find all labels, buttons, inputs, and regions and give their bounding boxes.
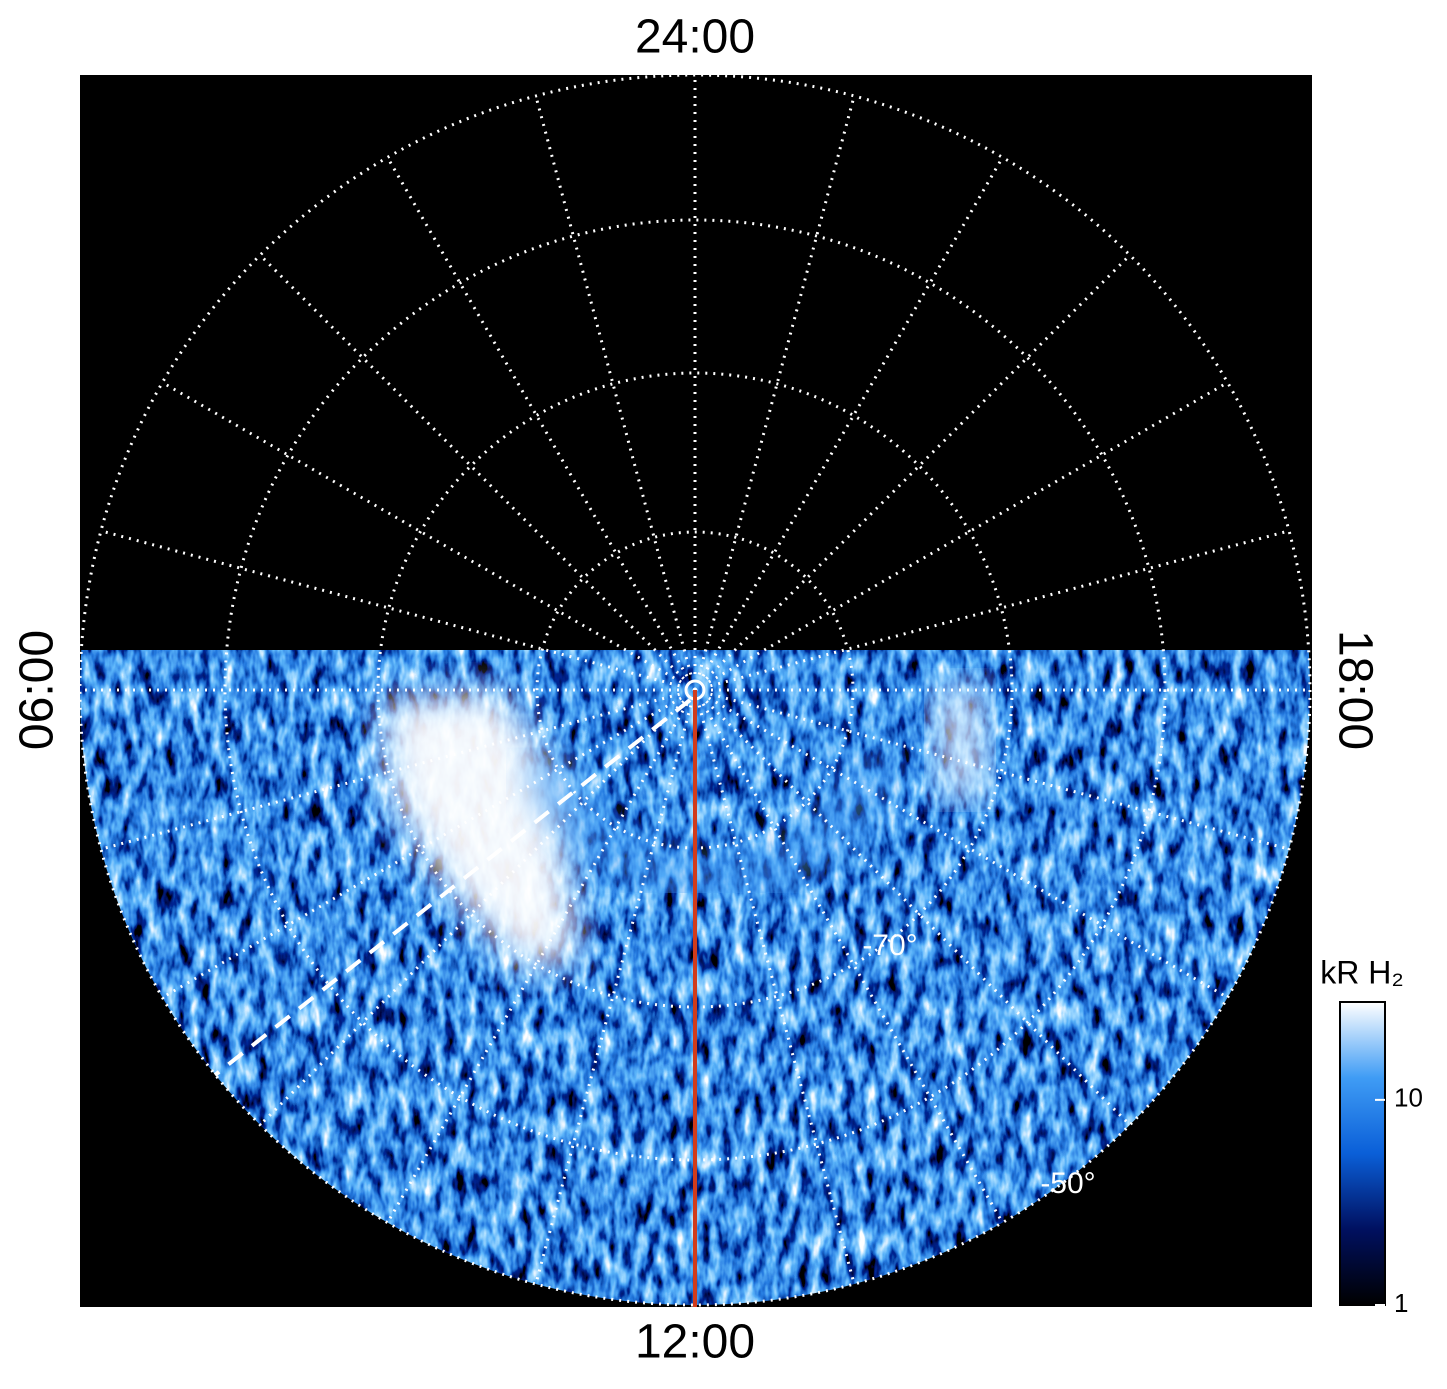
meridian <box>161 381 696 692</box>
meridian <box>694 688 1290 851</box>
right-label: 18:00 <box>1328 630 1381 750</box>
meridian <box>386 156 697 691</box>
latitude-label: -50° <box>1040 1167 1095 1200</box>
meridian <box>693 688 1131 1126</box>
meridian <box>100 529 696 692</box>
meridian <box>693 689 856 1285</box>
meridian <box>161 688 696 999</box>
meridian <box>259 254 697 692</box>
top-label: 24:00 <box>635 11 755 64</box>
dashed-meridian <box>213 698 692 1077</box>
meridian <box>693 254 1131 692</box>
meridian <box>534 95 697 691</box>
latitude-circle <box>223 218 1167 1162</box>
meridian <box>694 529 1290 692</box>
left-label: 06:00 <box>11 630 64 750</box>
meridian <box>693 95 856 691</box>
colorbar-tick-label: 10 <box>1394 1083 1423 1113</box>
latitude-circle <box>78 73 1312 1307</box>
meridian <box>693 156 1004 691</box>
colorbar <box>1339 1001 1386 1306</box>
grid <box>78 73 1312 1307</box>
colorbar-tick-label: 1 <box>1394 1288 1408 1318</box>
meridian <box>534 689 697 1285</box>
meridian <box>386 689 697 1224</box>
meridian <box>694 688 1229 999</box>
bright-emission <box>380 690 580 970</box>
emission-band <box>521 753 899 901</box>
meridian <box>100 688 696 851</box>
meridian <box>259 688 697 1126</box>
colorbar-title: kR H₂ <box>1320 954 1404 990</box>
latitude-label: -70° <box>862 929 917 962</box>
meridian <box>694 381 1229 692</box>
bright-emission <box>930 680 990 800</box>
meridian <box>693 689 1004 1224</box>
bottom-label: 12:00 <box>635 1316 755 1369</box>
